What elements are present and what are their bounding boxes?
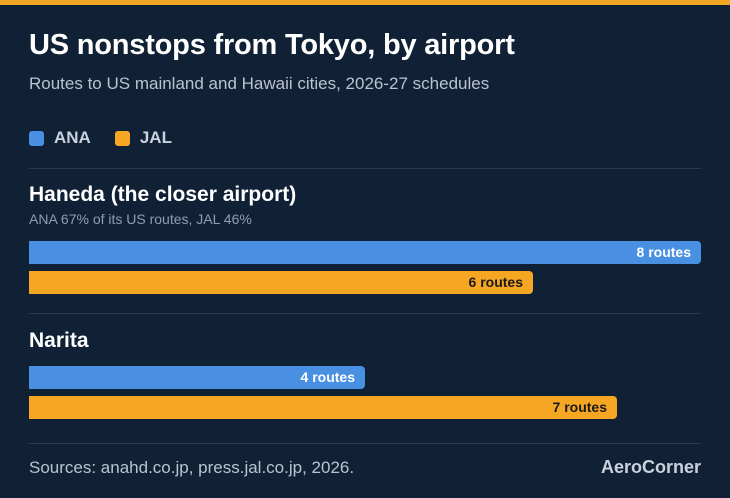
legend-swatch-ana [29,130,44,146]
legend-label-jal: JAL [139,128,172,147]
bar-label-haneda-ana: 8 routes [636,244,691,260]
bar-haneda-ana: 8 routes [29,241,701,264]
chart-title: US nonstops from Tokyo, by airport [29,29,515,61]
bar-label-haneda-jal: 6 routes [468,274,523,290]
chart-subtitle: Routes to US mainland and Hawaii cities,… [29,74,490,93]
bar-narita-ana: 4 routes [29,366,365,389]
brand-logo-text: AeroCorner [600,457,701,477]
legend: ANA JAL [29,128,196,148]
bar-narita-jal: 7 routes [29,396,617,419]
legend-label-ana: ANA [54,128,91,147]
group-title-haneda: Haneda (the closer airport) [29,183,297,206]
group-note-haneda: ANA 67% of its US routes, JAL 46% [29,211,252,227]
divider-bottom [29,443,701,444]
legend-item-jal: JAL [114,128,172,148]
legend-swatch-jal [114,130,130,146]
divider-top [29,168,701,169]
source-note: Sources: anahd.co.jp, press.jal.co.jp, 2… [29,458,355,477]
bar-label-narita-ana: 4 routes [300,369,355,385]
top-accent-bar [0,0,730,5]
divider-middle [29,313,701,314]
bar-haneda-jal: 6 routes [29,271,533,294]
bar-label-narita-jal: 7 routes [552,399,607,415]
group-title-narita: Narita [29,329,89,352]
legend-item-ana: ANA [29,128,91,148]
